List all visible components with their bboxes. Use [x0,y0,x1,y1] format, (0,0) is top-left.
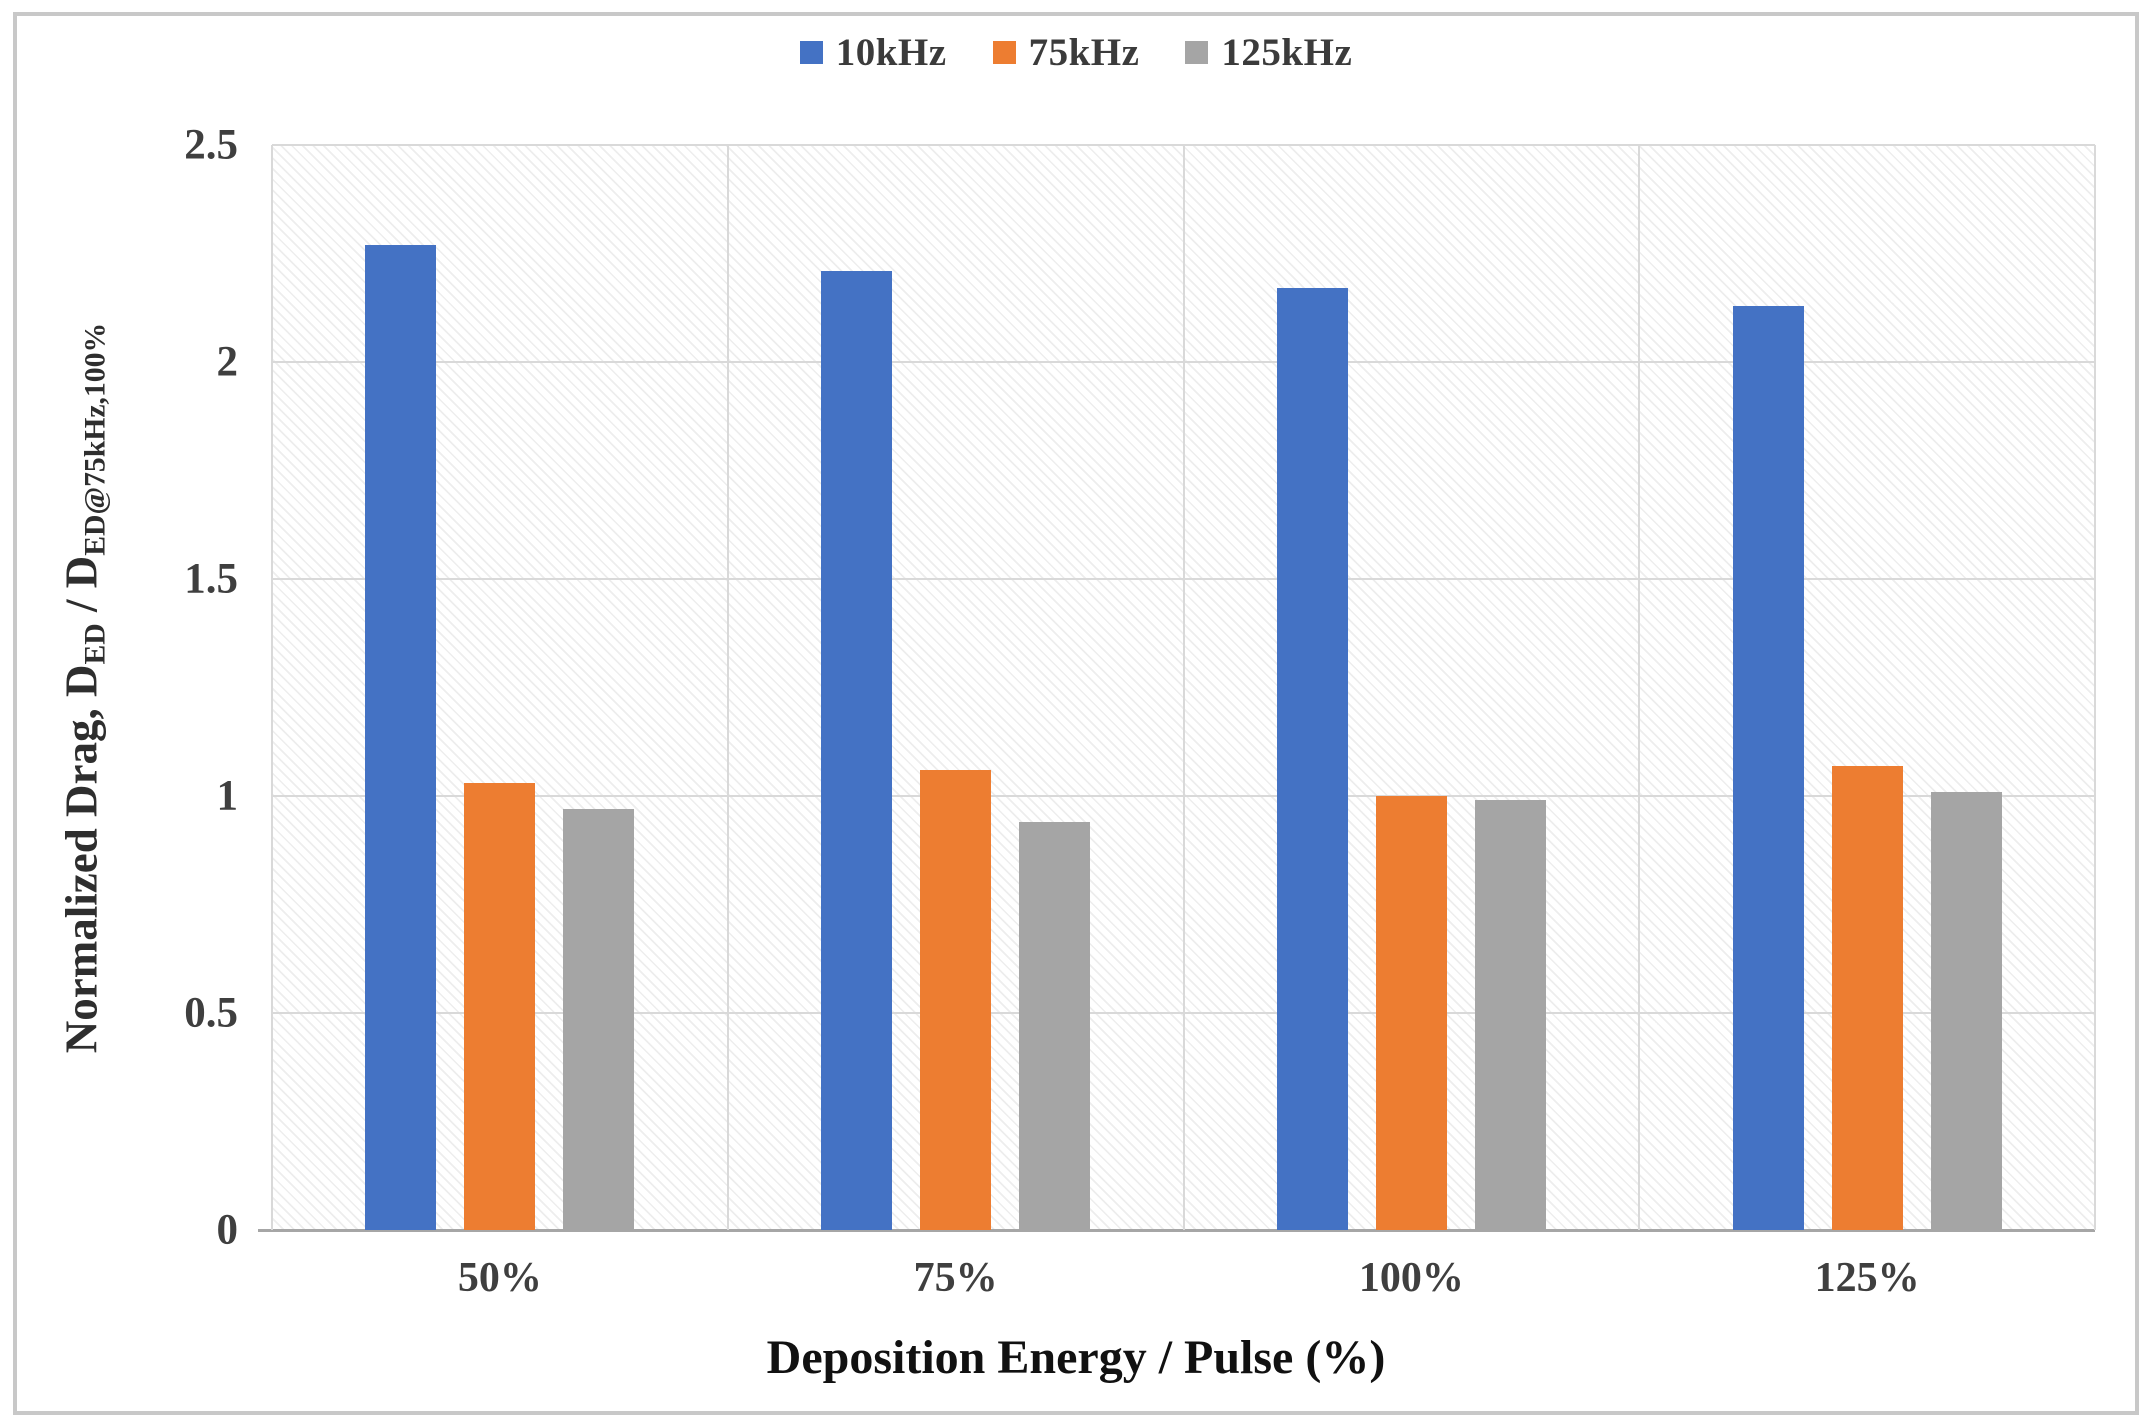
y-tick-label-1-5: 1.5 [184,555,238,603]
category-group-50pct [272,145,728,1230]
legend-swatch-10khz [799,40,823,64]
bar-10khz-100pct [1276,288,1348,1230]
legend-item-125khz: 125kHz [1185,30,1352,75]
x-axis-tick-labels: 50% 75% 100% 125% [272,1254,2095,1316]
x-axis-title: Deposition Energy / Pulse (%) [766,1331,1386,1384]
y-tick-label-1: 1 [216,772,239,820]
bar-10khz-125pct [1732,305,1804,1230]
legend-swatch-75khz [992,40,1016,64]
legend-item-75khz: 75kHz [992,30,1140,75]
y-tick-label-0-5: 0.5 [184,989,238,1037]
legend-swatch-125khz [1185,40,1209,64]
legend-item-10khz: 10kHz [799,30,947,75]
y-axis-tick-labels: 2.5 2 1.5 1 0.5 0 [0,122,240,1254]
x-tick-label-100pct: 100% [1358,1255,1464,1301]
gridline-v-2 [1182,145,1185,1230]
gridline-v-0 [271,145,273,1230]
category-group-125pct [1639,145,2095,1230]
bar-125khz-125pct [1930,791,2002,1230]
y-tick-label-0: 0 [216,1206,239,1254]
y-tick-label-2-5: 2.5 [184,121,238,169]
x-tick-label-125pct: 125% [1814,1255,1920,1301]
bar-125khz-50pct [563,809,635,1230]
y-tick-label-2: 2 [216,338,239,386]
bar-75khz-75pct [920,769,992,1230]
bar-10khz-75pct [821,270,893,1230]
category-group-75pct [728,145,1184,1230]
bar-75khz-125pct [1831,765,1903,1230]
x-axis-line [258,1229,2095,1232]
gridline-v-3 [1638,145,1641,1230]
bar-75khz-50pct [464,782,536,1230]
bar-125khz-100pct [1474,800,1546,1230]
bar-10khz-50pct [365,244,437,1230]
category-group-100pct [1184,145,1640,1230]
bar-125khz-75pct [1019,822,1091,1230]
x-tick-label-50pct: 50% [457,1255,542,1301]
legend-label: 125kHz [1221,30,1353,74]
bar-75khz-100pct [1375,796,1447,1230]
plot-area [258,144,2096,1232]
legend: 10kHz 75kHz 125kHz [0,24,2152,80]
gridline-v-4 [2094,145,2096,1230]
legend-label: 10kHz [835,30,947,74]
legend-label: 75kHz [1028,30,1140,74]
x-tick-label-75pct: 75% [913,1255,998,1301]
gridline-v-1 [726,145,729,1230]
